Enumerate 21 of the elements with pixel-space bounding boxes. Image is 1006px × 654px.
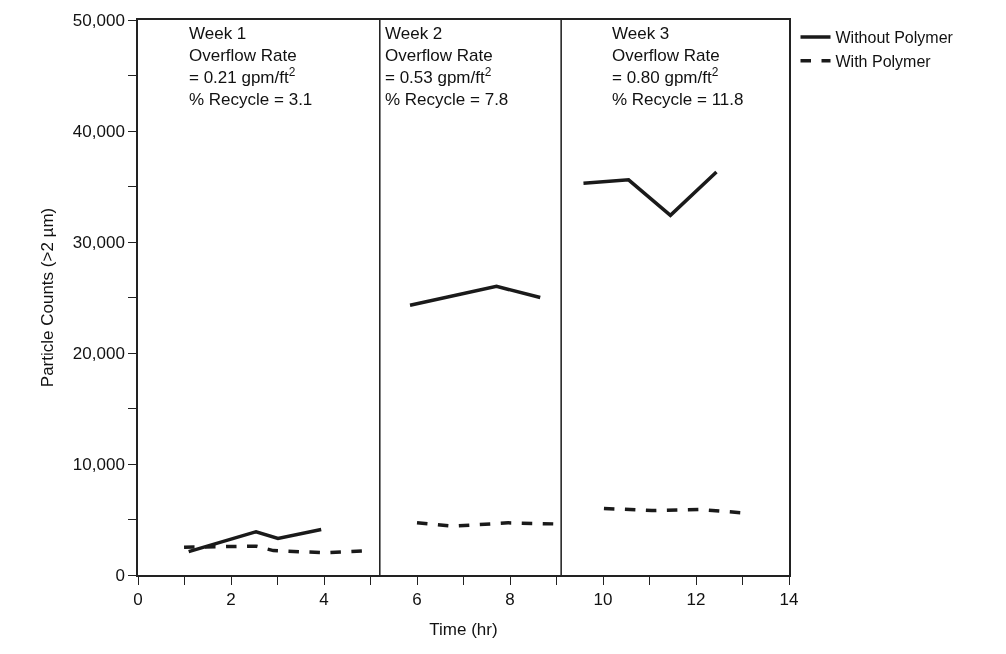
y-tick-label: 10,000 (72, 454, 125, 474)
annotation: Week 1 Overflow Rate = 0.21 gpm/ft$^{2}$ % Recycle = 3.1 (189, 24, 313, 110)
x-tick-label: 8 (505, 590, 515, 610)
x-tick-label: 4 (319, 590, 329, 610)
x-tick-label: 14 (779, 590, 799, 610)
x-tick-label: 0 (133, 590, 143, 610)
x-tick-label: 10 (593, 590, 613, 610)
y-tick-label: 0 (115, 565, 125, 585)
x-tick-label: 12 (686, 590, 706, 610)
legend-label: With Polymer (835, 52, 932, 70)
annotation: Week 3 Overflow Rate = 0.80 gpm/ft$^{2}$ % Recycle = 11.8 (612, 24, 744, 110)
y-axis-title: Particle Counts (>2 µm) (37, 207, 57, 388)
x-tick-label: 2 (226, 590, 236, 610)
y-tick-label: 30,000 (72, 232, 125, 252)
y-tick-label: 20,000 (72, 343, 125, 363)
annotation: Week 2 Overflow Rate = 0.53 gpm/ft$^{2}$ % Recycle = 7.8 (385, 24, 509, 110)
x-tick-label: 6 (412, 590, 422, 610)
legend-label: Without Polymer (835, 29, 954, 47)
y-tick-label: 50,000 (72, 10, 125, 30)
x-axis-title: Time (hr) (429, 620, 498, 640)
y-tick-label: 40,000 (72, 121, 125, 141)
